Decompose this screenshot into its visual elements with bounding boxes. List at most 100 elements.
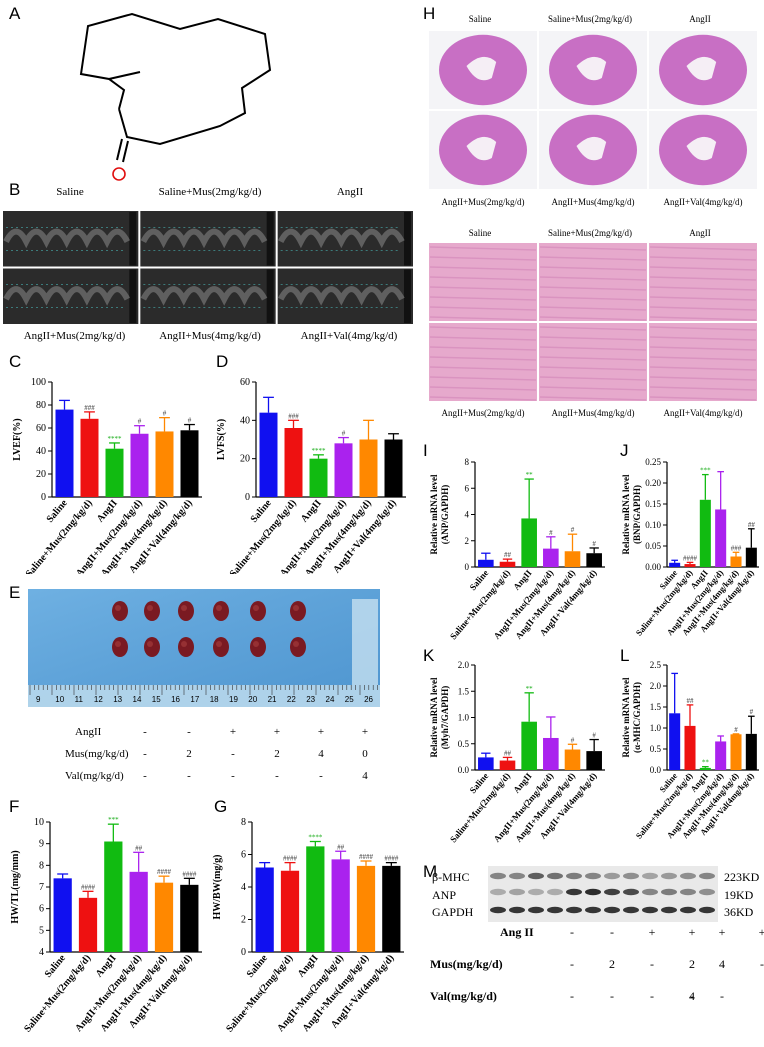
bar <box>499 561 516 567</box>
y-tick-label: 0 <box>245 492 250 503</box>
bar <box>478 559 494 567</box>
vertical-ruler <box>352 599 378 685</box>
blot-band <box>547 872 563 880</box>
heart-specimen <box>178 637 194 657</box>
y-tick-label: 1.0 <box>458 713 470 723</box>
table-row-label: Val(mg/kg/d) <box>430 989 497 1003</box>
blot-band <box>699 872 715 880</box>
significance-label: # <box>549 529 553 537</box>
significance-label: # <box>592 732 596 740</box>
band-size-gapdh: 36KD <box>724 905 754 919</box>
bar <box>478 757 494 770</box>
y-tick-label: 0.15 <box>645 499 661 509</box>
table-cell: + <box>688 925 696 939</box>
bar <box>53 878 72 952</box>
ruler-label: 13 <box>113 695 123 704</box>
y-tick-label: 0.5 <box>458 739 470 749</box>
table-cell: - <box>610 989 614 1003</box>
bar <box>334 443 353 497</box>
western-treatment-table: Ang II - - + + + + Mus(mg/kg/d) - 2 - 2 … <box>430 925 764 1040</box>
heart-specimen <box>250 637 266 657</box>
hist-caption-angii-2: AngII <box>689 228 711 238</box>
table-cell: - <box>570 989 574 1003</box>
hist-caption-saline: Saline <box>468 14 492 24</box>
table-cell: - <box>760 957 764 971</box>
table-cell: + <box>229 726 237 738</box>
table-cell: 4 <box>362 770 368 782</box>
table-cell: - <box>570 957 574 971</box>
y-axis-label: Relative mRNA level(Myh7/GAPDH) <box>429 677 450 757</box>
table-cell: 2 <box>609 957 615 971</box>
table-cell: - <box>187 770 191 782</box>
bar <box>684 564 696 567</box>
western-blot-image <box>488 866 718 922</box>
heart-specimen <box>250 601 266 621</box>
ruler-label: 25 <box>344 695 354 704</box>
y-tick-label: 20 <box>36 469 46 480</box>
significance-label: #### <box>283 855 298 863</box>
blot-band <box>566 888 582 896</box>
y-axis-label: HW/TL(mg/mm) <box>10 850 21 923</box>
y-tick-label: 5 <box>39 925 44 936</box>
y-tick-label: 60 <box>240 377 250 388</box>
ruler-label: 16 <box>171 695 180 704</box>
bar <box>356 865 376 952</box>
blot-band <box>528 888 544 896</box>
ruler-label: 23 <box>306 695 316 704</box>
bar <box>306 846 325 952</box>
y-tick-label: 1.0 <box>650 723 662 733</box>
heart-specimen <box>290 637 306 657</box>
significance-label: # <box>571 736 575 744</box>
echo-caption-saline: Saline <box>56 186 84 198</box>
bar <box>80 418 99 497</box>
oxygen-atom-marker <box>112 167 126 181</box>
hist-caption-saline-2: Saline <box>468 228 492 238</box>
significance-label: ** <box>702 759 710 767</box>
echo-caption-saline-mus2: Saline+Mus(2mg/kg/d) <box>158 186 262 198</box>
y-tick-label: 4 <box>465 510 470 520</box>
bar <box>259 412 278 497</box>
significance-label: *** <box>700 467 711 475</box>
significance-label: ## <box>504 749 512 757</box>
y-tick-label: 8 <box>241 817 246 828</box>
y-tick-label: 8 <box>465 457 470 467</box>
bar <box>564 551 581 567</box>
y-tick-label: 40 <box>240 415 250 426</box>
table-cell: - <box>143 726 147 738</box>
hist-caption-angii-val4: AngII+Val(4mg/kg/d) <box>663 197 743 207</box>
heart-specimen <box>178 601 194 621</box>
panel-label-a: A <box>9 4 21 23</box>
bar <box>155 431 174 497</box>
blot-band <box>528 872 544 880</box>
ruler-label: 14 <box>132 695 142 704</box>
ruler-label: 12 <box>93 695 103 704</box>
y-tick-label: 6 <box>39 904 44 915</box>
table-cell: + <box>758 925 764 939</box>
panel-label-h: H <box>423 4 436 23</box>
panel-label-f: F <box>9 797 20 816</box>
blot-band <box>661 906 677 914</box>
hist-caption-angii-mus4: AngII+Mus(4mg/kg/d) <box>551 197 635 207</box>
table-cell: + <box>648 925 656 939</box>
chart-lvef: 020406080100LVEF(%)Saline###Saline+Mus(2… <box>12 377 202 574</box>
table-cell: - <box>650 957 654 971</box>
y-tick-label: 4 <box>241 882 246 893</box>
blot-band <box>509 888 525 896</box>
significance-label: #### <box>182 870 197 878</box>
panel-label-l: L <box>620 646 630 665</box>
table-cell: - <box>650 989 654 1003</box>
ruler-label: 11 <box>74 695 83 704</box>
significance-label: ## <box>135 844 143 852</box>
bar <box>586 553 602 567</box>
panel-label-m: M <box>423 862 438 881</box>
significance-label: # <box>188 417 192 425</box>
ruler-label: 24 <box>325 695 335 704</box>
table-cell: - <box>231 770 235 782</box>
bar <box>105 448 124 497</box>
blot-band <box>680 906 696 914</box>
y-tick-label: 6 <box>241 850 246 861</box>
bar <box>309 458 328 497</box>
chart-amhc-mrna: 0.0 0.5 1.0 1.5 2.0 2.5 Relative mRNA level(α-… <box>621 660 759 841</box>
bar <box>745 733 757 770</box>
echo-caption-angii-mus4: AngII+Mus(4mg/kg/d) <box>159 330 261 342</box>
